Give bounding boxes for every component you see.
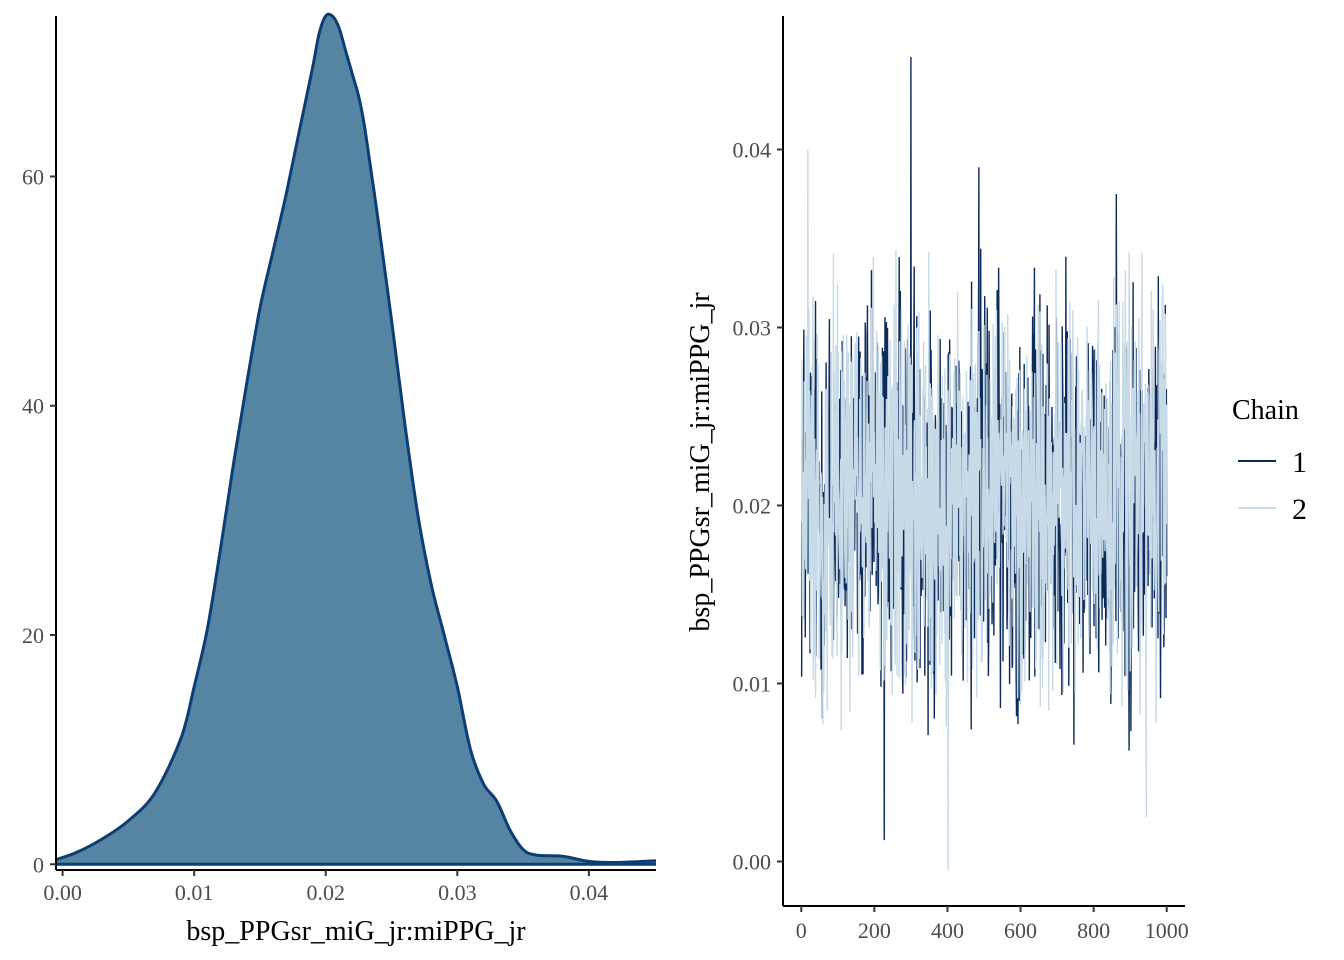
- trace-y-tick-label: 0.01: [733, 672, 772, 697]
- density-x-tick-label: 0.03: [438, 880, 477, 905]
- trace-x-tick-label: 1000: [1145, 918, 1189, 943]
- density-panel: 0.00 0.01 0.02 0.03 0.04 0 20 40 60 bsp_PPGsr_m…: [22, 12, 657, 947]
- trace-line-chain-2: [800, 149, 1168, 871]
- trace-x-tick-label: 200: [858, 918, 891, 943]
- density-x-tick-label: 0.01: [175, 880, 214, 905]
- density-area: [56, 14, 656, 865]
- density-y-tick-label: 40: [22, 394, 44, 419]
- trace-x-ticks: 0 200 400 600 800 1000: [796, 906, 1189, 943]
- density-y-tick-label: 60: [22, 164, 44, 189]
- trace-y-tick-label: 0.04: [733, 138, 772, 163]
- trace-y-ticks: 0.00 0.01 0.02 0.03 0.04: [733, 138, 783, 875]
- legend-title: Chain: [1232, 395, 1299, 426]
- density-y-tick-label: 20: [22, 623, 44, 648]
- trace-y-tick-label: 0.00: [733, 850, 772, 875]
- density-curve: [55, 12, 657, 865]
- trace-lines-layer: [800, 56, 1168, 871]
- chain-legend: Chain 1 2: [1232, 395, 1307, 526]
- density-y-tick-label: 0: [33, 852, 44, 877]
- density-y-ticks: 0 20 40 60: [22, 164, 56, 877]
- density-x-axis-title: bsp_PPGsr_miG_jr:miPPG_jr: [186, 916, 526, 947]
- trace-y-tick-label: 0.03: [733, 316, 772, 341]
- legend-label-chain-2: 2: [1292, 493, 1307, 526]
- density-area-layer: [55, 12, 657, 866]
- trace-x-tick-label: 800: [1077, 918, 1110, 943]
- legend-label-chain-1: 1: [1292, 446, 1307, 479]
- density-x-tick-label: 0.02: [306, 880, 345, 905]
- density-x-tick-label: 0.00: [43, 880, 82, 905]
- trace-panel: 0 200 400 600 800 1000 0.00 0.01 0.02 0.03 0.04 b…: [685, 16, 1307, 943]
- trace-x-tick-label: 600: [1004, 918, 1037, 943]
- trace-x-tick-label: 0: [796, 918, 807, 943]
- trace-x-tick-label: 400: [931, 918, 964, 943]
- density-x-ticks: 0.00 0.01 0.02 0.03 0.04: [43, 870, 608, 905]
- density-x-tick-label: 0.04: [570, 880, 609, 905]
- trace-y-tick-label: 0.02: [733, 494, 772, 519]
- trace-y-axis-title: bsp_PPGsr_miG_jr:miPPG_jr: [685, 292, 716, 632]
